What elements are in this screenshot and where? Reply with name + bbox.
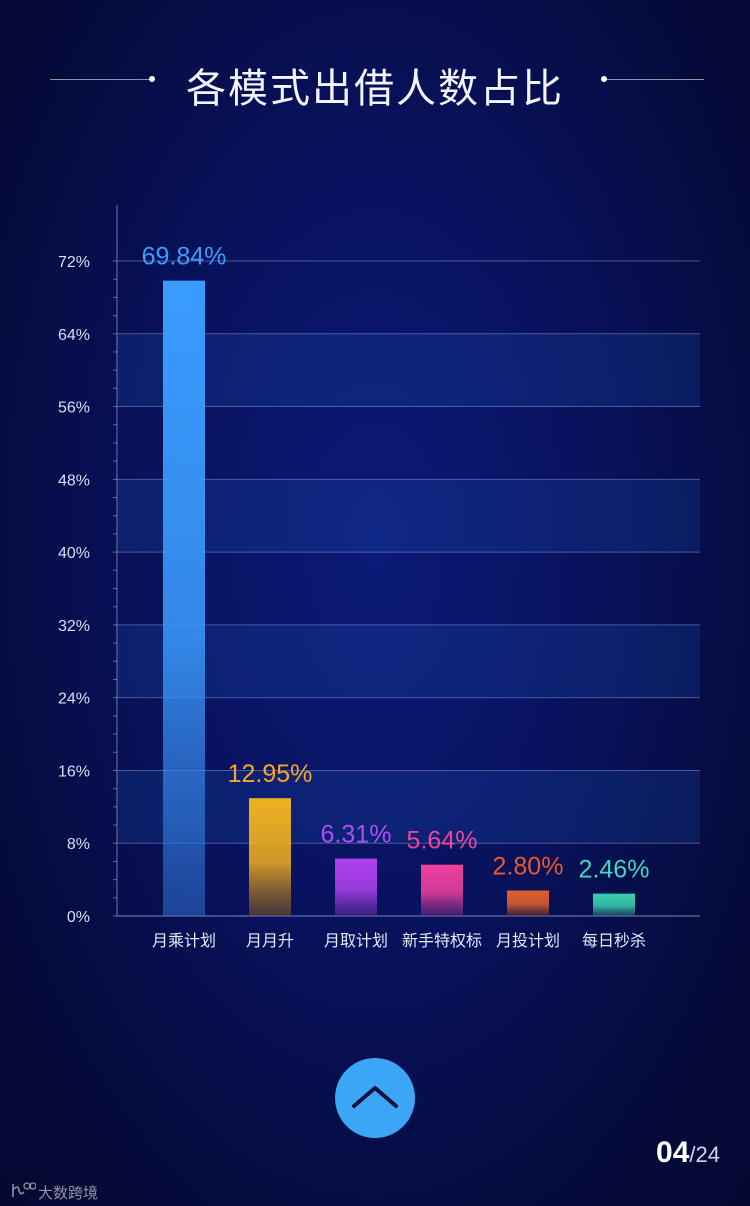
y-tick-label: 0%: [67, 909, 90, 926]
x-tick-label: 月取计划: [324, 931, 388, 950]
y-axis-labels: 0% 8% 16% 24% 32% 40% 48% 56% 64% 72%: [58, 254, 90, 926]
title-decoration-line-right: [604, 79, 704, 80]
bar: [163, 280, 205, 916]
watermark-text: 大数跨境: [38, 1184, 99, 1202]
chart-band: [117, 770, 700, 844]
y-tick-label: 8%: [67, 836, 90, 853]
data-label: 12.95%: [228, 760, 313, 788]
chart-bands: [117, 333, 700, 844]
title-decoration-line-left: [50, 79, 150, 80]
data-label: 5.64%: [407, 827, 478, 855]
bar: [421, 864, 463, 916]
bar: [249, 798, 291, 916]
scroll-up-button[interactable]: [335, 1058, 415, 1138]
x-tick-label: 月乘计划: [152, 931, 216, 950]
x-tick-label: 每日秒杀: [582, 931, 646, 950]
watermark-logo: [12, 1182, 36, 1197]
data-label: 6.31%: [321, 821, 392, 849]
data-label: 2.46%: [579, 856, 650, 884]
data-labels: 69.84% 12.95% 6.31% 5.64% 2.80% 2.46%: [142, 243, 650, 884]
chevron-up-icon: [352, 1086, 398, 1108]
chart-band: [117, 624, 700, 698]
y-tick-label: 56%: [58, 400, 90, 417]
bar-chart: 0% 8% 16% 24% 32% 40% 48% 56% 64% 72% 69.84% 12.95…: [58, 205, 700, 950]
page-total: 24: [695, 1142, 720, 1167]
bar: [507, 890, 549, 916]
chart-bars: [163, 280, 635, 916]
page-current: 04: [656, 1136, 690, 1169]
x-tick-label: 月投计划: [496, 931, 560, 950]
chart-gridlines: [117, 260, 700, 844]
chart-band: [117, 479, 700, 553]
x-axis-labels: 月乘计划 月月升 月取计划 新手特权标 月投计划 每日秒杀: [152, 931, 646, 950]
data-label: 2.80%: [493, 853, 564, 881]
y-tick-label: 40%: [58, 545, 90, 562]
x-tick-label: 新手特权标: [402, 931, 482, 950]
data-label: 69.84%: [142, 243, 227, 271]
title-decoration-dot-left: [149, 76, 155, 82]
bar: [593, 893, 635, 916]
bar: [335, 858, 377, 916]
chart-band: [117, 333, 700, 407]
y-tick-label: 24%: [58, 691, 90, 708]
page-counter: 04/24: [656, 1136, 720, 1170]
y-tick-label: 16%: [58, 763, 90, 780]
x-tick-label: 月月升: [246, 931, 294, 950]
y-tick-label: 48%: [58, 472, 90, 489]
page-separator: /: [689, 1142, 696, 1167]
y-tick-label: 72%: [58, 254, 90, 271]
title-area: 各模式出借人数占比: [0, 50, 750, 112]
y-tick-label: 64%: [58, 327, 90, 344]
y-tick-label: 32%: [58, 618, 90, 635]
page-title: 各模式出借人数占比: [186, 66, 564, 112]
